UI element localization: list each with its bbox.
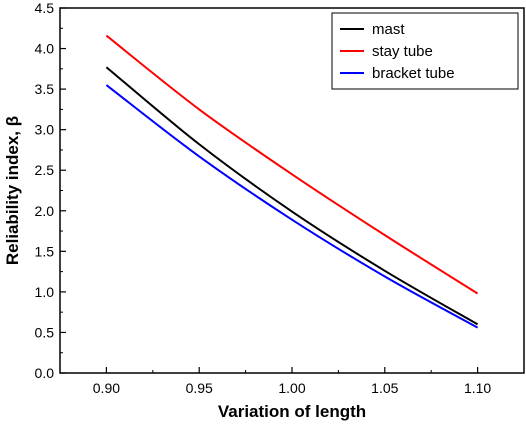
x-tick-label: 1.00	[278, 380, 305, 396]
x-axis-title: Variation of length	[218, 402, 366, 421]
y-tick-label: 1.5	[35, 243, 55, 259]
series-line-stay-tube	[105, 34, 479, 295]
x-tick-label: 1.05	[371, 380, 398, 396]
y-tick-label: 3.0	[35, 122, 55, 138]
legend-label: stay tube	[372, 43, 433, 60]
x-tick-label: 1.10	[464, 380, 491, 396]
x-tick-label: 0.90	[93, 380, 120, 396]
y-tick-label: 2.0	[35, 203, 55, 219]
series-line-bracket-tube	[105, 84, 479, 329]
y-tick-label: 1.0	[35, 284, 55, 300]
series-line-mast	[105, 66, 479, 326]
y-tick-label: 0.5	[35, 324, 55, 340]
y-tick-label: 2.5	[35, 162, 55, 178]
y-tick-label: 4.5	[35, 0, 55, 16]
legend-label: mast	[372, 21, 405, 38]
plot-lines	[105, 34, 479, 329]
legend-label: bracket tube	[372, 65, 455, 82]
y-tick-label: 0.0	[35, 365, 55, 381]
y-axis-ticks: 0.0 0.5 1.0 1.5 2.0 2.5 3.0 3.5 4.0 4.5	[35, 0, 66, 381]
legend: mast stay tube bracket tube	[331, 12, 519, 90]
x-tick-label: 0.95	[186, 380, 213, 396]
y-tick-label: 3.5	[35, 81, 55, 97]
x-axis-ticks: 0.90 0.95 1.00 1.05 1.10	[93, 367, 491, 396]
y-axis-title: Reliability index, β	[3, 116, 22, 265]
y-tick-label: 4.0	[35, 41, 55, 57]
